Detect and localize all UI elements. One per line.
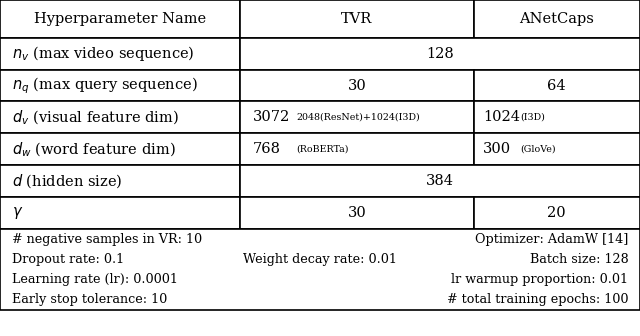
Bar — [240, 38, 640, 70]
Text: Learning rate (lr): 0.0001: Learning rate (lr): 0.0001 — [12, 273, 177, 286]
Text: (RoBERTa): (RoBERTa) — [296, 145, 349, 154]
Text: lr warmup proportion: 0.01: lr warmup proportion: 0.01 — [451, 273, 628, 286]
Text: $d_v$ (visual feature dim): $d_v$ (visual feature dim) — [12, 108, 179, 127]
Text: 3072: 3072 — [253, 111, 290, 124]
Text: Early stop tolerance: 10: Early stop tolerance: 10 — [12, 293, 167, 306]
Text: 300: 300 — [483, 142, 511, 156]
Text: # total training epochs: 100: # total training epochs: 100 — [447, 293, 628, 306]
Bar — [474, 70, 640, 101]
Bar — [474, 101, 640, 133]
Bar — [240, 101, 474, 133]
Text: $n_q$ (max query sequence): $n_q$ (max query sequence) — [12, 75, 197, 96]
Text: 768: 768 — [253, 142, 281, 156]
Text: 384: 384 — [426, 174, 454, 188]
Text: 20: 20 — [547, 206, 566, 220]
Text: Hyperparameter Name: Hyperparameter Name — [34, 12, 206, 26]
Bar — [240, 197, 474, 229]
Bar — [0, 0, 240, 38]
Text: # negative samples in VR: 10: # negative samples in VR: 10 — [12, 233, 202, 246]
Bar — [0, 70, 240, 101]
Text: Dropout rate: 0.1: Dropout rate: 0.1 — [12, 253, 124, 266]
Bar — [240, 0, 474, 38]
Text: (I3D): (I3D) — [520, 113, 545, 122]
Bar — [474, 0, 640, 38]
Text: $n_v$ (max video sequence): $n_v$ (max video sequence) — [12, 44, 194, 63]
Bar — [240, 133, 474, 165]
Text: 1024: 1024 — [483, 111, 520, 124]
Bar — [0, 197, 240, 229]
Bar — [474, 133, 640, 165]
Text: $d_w$ (word feature dim): $d_w$ (word feature dim) — [12, 140, 175, 159]
Bar — [0, 229, 640, 310]
Text: 30: 30 — [348, 206, 366, 220]
Bar — [0, 133, 240, 165]
Text: 64: 64 — [547, 79, 566, 92]
Text: (GloVe): (GloVe) — [520, 145, 556, 154]
Text: 2048(ResNet)+1024(I3D): 2048(ResNet)+1024(I3D) — [296, 113, 420, 122]
Text: ANetCaps: ANetCaps — [520, 12, 594, 26]
Text: Optimizer: AdamW [14]: Optimizer: AdamW [14] — [475, 233, 628, 246]
Bar — [474, 197, 640, 229]
Text: Weight decay rate: 0.01: Weight decay rate: 0.01 — [243, 253, 397, 266]
Bar — [0, 165, 240, 197]
Text: $\gamma$: $\gamma$ — [12, 205, 23, 221]
Text: Batch size: 128: Batch size: 128 — [530, 253, 628, 266]
Bar — [240, 70, 474, 101]
Text: TVR: TVR — [341, 12, 372, 26]
Bar — [0, 101, 240, 133]
Bar — [240, 165, 640, 197]
Text: 128: 128 — [426, 47, 454, 60]
Text: 30: 30 — [348, 79, 366, 92]
Text: $d$ (hidden size): $d$ (hidden size) — [12, 172, 122, 190]
Bar — [0, 38, 240, 70]
